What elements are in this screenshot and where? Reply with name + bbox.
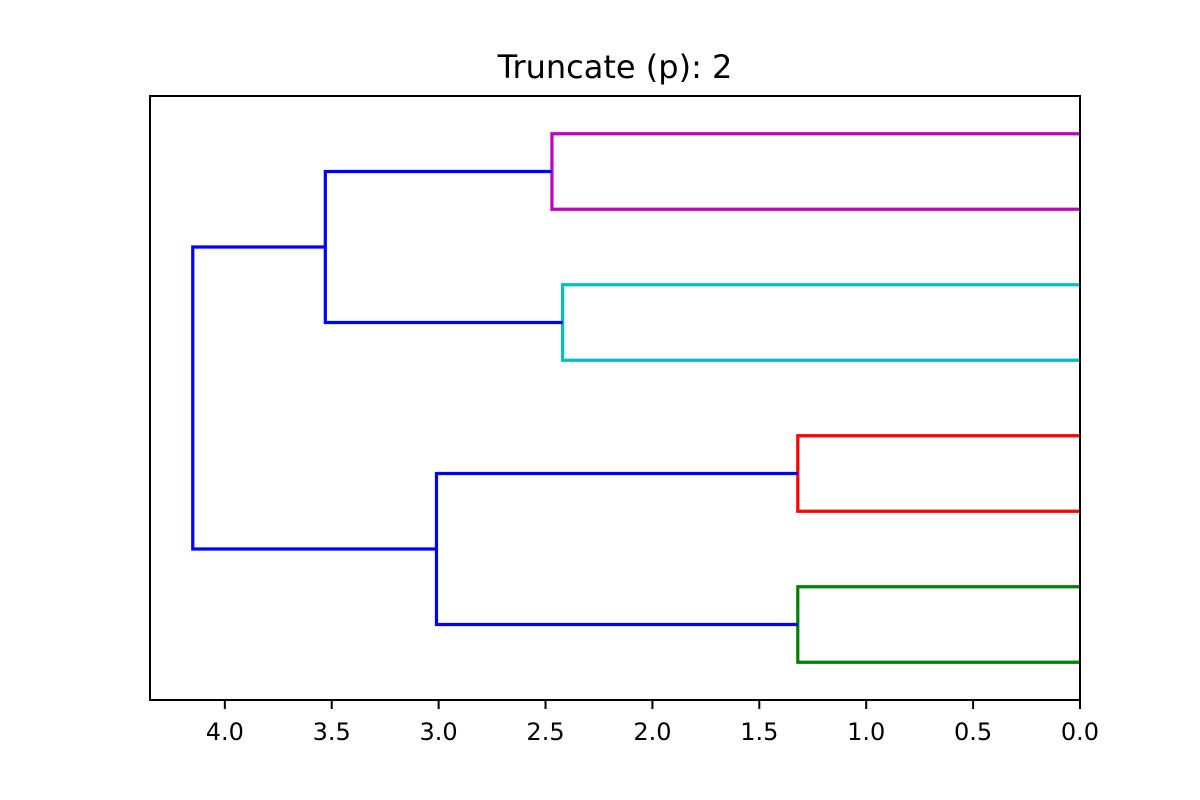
x-tick-label: 1.0 [847,718,885,746]
x-tick-label: 0.5 [954,718,992,746]
x-tick-label: 3.0 [420,718,458,746]
link-magenta-cluster [550,132,1080,211]
x-tick-label: 1.5 [740,718,778,746]
plot-area-frame [149,95,1081,701]
link-root-merge [191,245,437,551]
x-tick-label: 2.0 [633,718,671,746]
x-tick-label: 0.0 [1061,718,1099,746]
link-lower-merge [434,471,798,627]
x-axis-ticks: 4.0 3.5 3.0 2.5 2.0 1.5 1.0 0.5 0.0 [206,700,1099,746]
link-cyan-cluster [561,283,1080,362]
link-red-cluster [796,434,1080,513]
x-tick-label: 3.5 [313,718,351,746]
x-tick-label: 2.5 [526,718,564,746]
dendrogram-links [191,132,1080,664]
x-tick-label: 4.0 [206,718,244,746]
link-green-cluster [796,585,1080,664]
link-upper-merge [323,169,563,325]
chart-title: Truncate (p): 2 [497,48,733,86]
